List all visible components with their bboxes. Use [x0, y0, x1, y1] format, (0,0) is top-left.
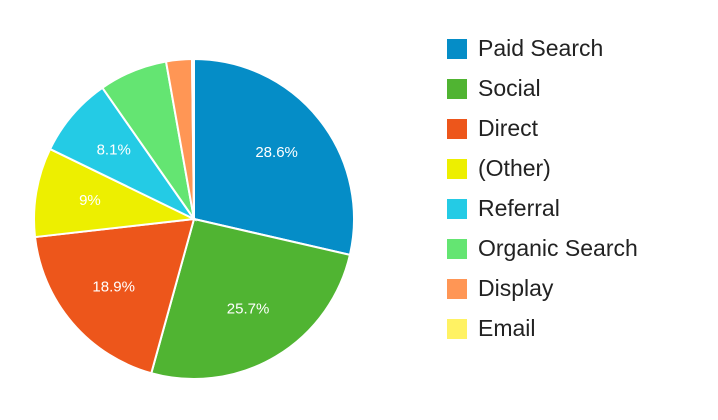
pie-slice [150, 217, 352, 380]
legend-swatch [447, 159, 467, 179]
legend-swatch [447, 199, 467, 219]
legend-label: Paid Search [478, 35, 603, 61]
legend-swatch [447, 119, 467, 139]
legend-label: Referral [478, 195, 560, 221]
legend-label: Social [478, 75, 541, 101]
legend-label: Organic Search [478, 235, 638, 261]
legend-swatch [447, 319, 467, 339]
legend-label: (Other) [478, 155, 551, 181]
legend-label: Email [478, 315, 536, 341]
slice-label: 18.9% [92, 279, 135, 296]
legend-label: Direct [478, 115, 539, 141]
slice-label: 28.6% [255, 144, 298, 161]
legend-swatch [447, 279, 467, 299]
pie-slice [33, 217, 196, 375]
slice-label: 9% [79, 192, 101, 209]
legend-swatch [447, 79, 467, 99]
slice-label: 8.1% [97, 141, 131, 158]
slice-label: 25.7% [227, 301, 270, 318]
pie-slice [33, 147, 198, 239]
pie-slice [190, 57, 195, 220]
legend-swatch [447, 239, 467, 259]
legend-label: Display [478, 275, 554, 301]
pie-slice [193, 57, 355, 257]
legend-swatch [447, 39, 467, 59]
